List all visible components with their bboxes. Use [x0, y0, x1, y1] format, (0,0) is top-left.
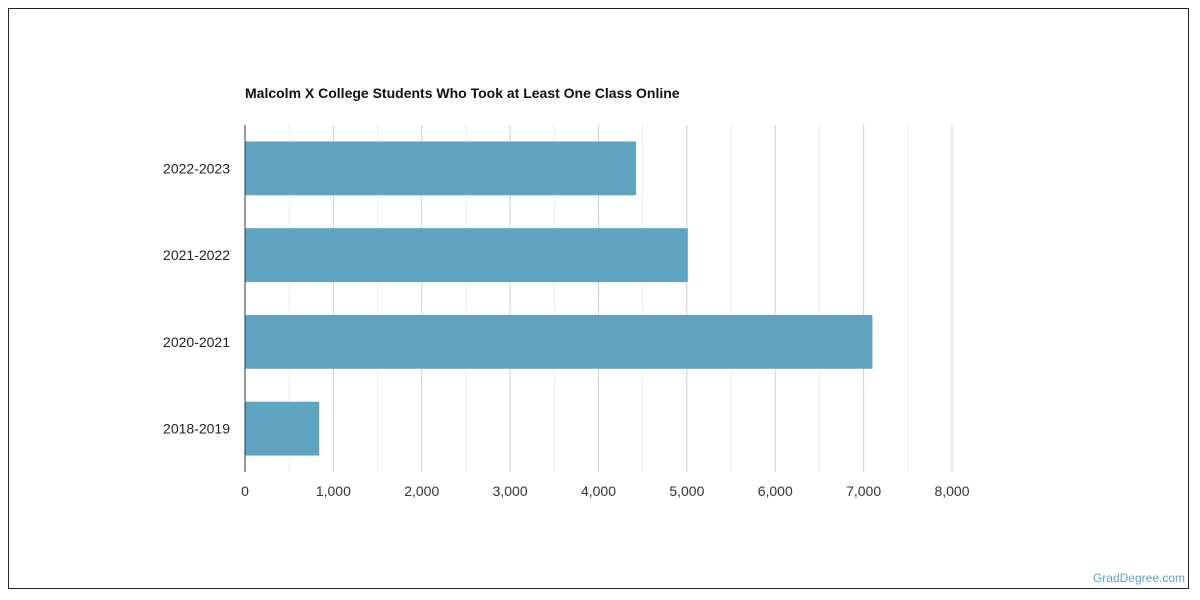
x-tick-label: 0 — [241, 483, 249, 499]
bar — [245, 314, 873, 369]
category-label: 2022-2023 — [163, 160, 230, 176]
x-tick-label: 6,000 — [758, 483, 793, 499]
category-label: 2020-2021 — [163, 334, 230, 350]
x-tick-label: 8,000 — [934, 483, 969, 499]
x-tick-label: 5,000 — [669, 483, 704, 499]
x-tick-label: 1,000 — [316, 483, 351, 499]
x-tick-label: 7,000 — [846, 483, 881, 499]
bar — [245, 141, 637, 196]
watermark-link[interactable]: GradDegree.com — [1092, 571, 1185, 585]
bar — [245, 228, 688, 283]
bar — [245, 401, 320, 456]
chart-frame — [8, 8, 1189, 589]
category-label: 2021-2022 — [163, 247, 230, 263]
x-tick-label: 4,000 — [581, 483, 616, 499]
chart-title: Malcolm X College Students Who Took at L… — [245, 85, 680, 101]
x-tick-label: 3,000 — [493, 483, 528, 499]
x-tick-label: 2,000 — [404, 483, 439, 499]
category-label: 2018-2019 — [163, 421, 230, 437]
